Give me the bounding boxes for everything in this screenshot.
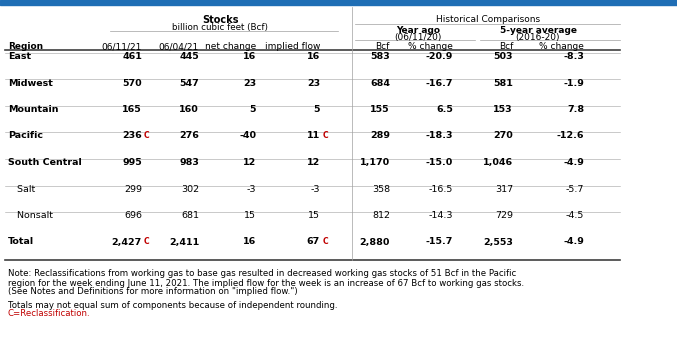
Text: 503: 503 (494, 52, 513, 61)
Text: region for the week ending June 11, 2021. The implied flow for the week is an in: region for the week ending June 11, 2021… (8, 278, 524, 287)
Text: 15: 15 (308, 211, 320, 220)
Text: 2,880: 2,880 (359, 237, 390, 247)
Text: -15.0: -15.0 (426, 158, 453, 167)
Text: 236: 236 (123, 131, 142, 140)
Text: Stocks: Stocks (202, 15, 238, 25)
Text: Nonsalt: Nonsalt (8, 211, 53, 220)
Text: 23: 23 (307, 79, 320, 88)
Text: -5.7: -5.7 (565, 185, 584, 194)
Text: C: C (144, 237, 150, 247)
Text: 983: 983 (179, 158, 199, 167)
Text: 160: 160 (179, 105, 199, 114)
Text: 684: 684 (370, 79, 390, 88)
Text: 165: 165 (123, 105, 142, 114)
Text: 2,411: 2,411 (169, 237, 199, 247)
Text: 570: 570 (123, 79, 142, 88)
Text: Mountain: Mountain (8, 105, 58, 114)
Text: C: C (144, 131, 150, 140)
Text: 155: 155 (370, 105, 390, 114)
Text: 2,553: 2,553 (483, 237, 513, 247)
Text: Note: Reclassifications from working gas to base gas resulted in decreased worki: Note: Reclassifications from working gas… (8, 269, 517, 278)
Text: 2,427: 2,427 (112, 237, 142, 247)
Text: -16.7: -16.7 (426, 79, 453, 88)
Text: -20.9: -20.9 (426, 52, 453, 61)
Text: 445: 445 (179, 52, 199, 61)
Text: 16: 16 (243, 52, 256, 61)
Text: 1,170: 1,170 (360, 158, 390, 167)
Text: -1.9: -1.9 (563, 79, 584, 88)
Text: Region: Region (8, 42, 43, 51)
Text: South Central: South Central (8, 158, 82, 167)
Text: 06/04/21: 06/04/21 (158, 42, 199, 51)
Text: (2016-20): (2016-20) (516, 33, 561, 42)
Text: (06/11/20): (06/11/20) (394, 33, 441, 42)
Text: C: C (323, 131, 328, 140)
Text: 12: 12 (307, 158, 320, 167)
Text: Pacific: Pacific (8, 131, 43, 140)
Text: -3: -3 (246, 185, 256, 194)
Text: 302: 302 (181, 185, 199, 194)
Text: 06/11/21: 06/11/21 (102, 42, 142, 51)
Text: Historical Comparisons: Historical Comparisons (436, 15, 540, 24)
Text: % change: % change (539, 42, 584, 51)
Text: 276: 276 (179, 131, 199, 140)
Text: 15: 15 (244, 211, 256, 220)
Text: 358: 358 (372, 185, 390, 194)
Text: -16.5: -16.5 (429, 185, 453, 194)
Text: 681: 681 (181, 211, 199, 220)
Text: 812: 812 (372, 211, 390, 220)
Text: -4.9: -4.9 (563, 158, 584, 167)
Text: Salt: Salt (8, 185, 35, 194)
Text: Bcf: Bcf (499, 42, 513, 51)
Text: 7.8: 7.8 (567, 105, 584, 114)
Text: 11: 11 (307, 131, 320, 140)
Text: 581: 581 (493, 79, 513, 88)
Text: (See Notes and Definitions for more information on "implied flow."): (See Notes and Definitions for more info… (8, 287, 298, 296)
Text: -12.6: -12.6 (556, 131, 584, 140)
Text: Totals may not equal sum of components because of independent rounding.: Totals may not equal sum of components b… (8, 300, 338, 310)
Text: -40: -40 (239, 131, 256, 140)
Text: billion cubic feet (Bcf): billion cubic feet (Bcf) (172, 23, 268, 32)
Text: 5: 5 (313, 105, 320, 114)
Text: 5-year average: 5-year average (500, 26, 577, 35)
Text: 12: 12 (243, 158, 256, 167)
Text: 729: 729 (495, 211, 513, 220)
Text: 289: 289 (370, 131, 390, 140)
Text: 270: 270 (494, 131, 513, 140)
Text: 995: 995 (123, 158, 142, 167)
Text: 16: 16 (307, 52, 320, 61)
Text: -4.9: -4.9 (563, 237, 584, 247)
Text: Year ago: Year ago (396, 26, 440, 35)
Text: 317: 317 (495, 185, 513, 194)
Text: implied flow: implied flow (265, 42, 320, 51)
Text: -14.3: -14.3 (429, 211, 453, 220)
Text: Midwest: Midwest (8, 79, 53, 88)
Text: 5: 5 (250, 105, 256, 114)
Text: 299: 299 (124, 185, 142, 194)
Text: Total: Total (8, 237, 34, 247)
Text: 6.5: 6.5 (436, 105, 453, 114)
Text: 23: 23 (243, 79, 256, 88)
Text: 583: 583 (370, 52, 390, 61)
Text: -8.3: -8.3 (563, 52, 584, 61)
Text: 153: 153 (494, 105, 513, 114)
Text: -15.7: -15.7 (426, 237, 453, 247)
Bar (0, 0, 677, 5)
Text: 67: 67 (307, 237, 320, 247)
Text: 696: 696 (124, 211, 142, 220)
Text: 16: 16 (243, 237, 256, 247)
Text: 547: 547 (179, 79, 199, 88)
Text: Bcf: Bcf (376, 42, 390, 51)
Text: -4.5: -4.5 (565, 211, 584, 220)
Text: East: East (8, 52, 31, 61)
Text: net change: net change (204, 42, 256, 51)
Text: 1,046: 1,046 (483, 158, 513, 167)
Text: C: C (323, 237, 328, 247)
Text: 461: 461 (122, 52, 142, 61)
Text: -3: -3 (311, 185, 320, 194)
Text: C=Reclassification.: C=Reclassification. (8, 310, 91, 319)
Text: -18.3: -18.3 (426, 131, 453, 140)
Text: % change: % change (408, 42, 453, 51)
